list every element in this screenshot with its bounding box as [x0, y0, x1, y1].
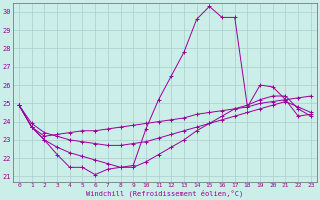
X-axis label: Windchill (Refroidissement éolien,°C): Windchill (Refroidissement éolien,°C)	[86, 190, 244, 197]
